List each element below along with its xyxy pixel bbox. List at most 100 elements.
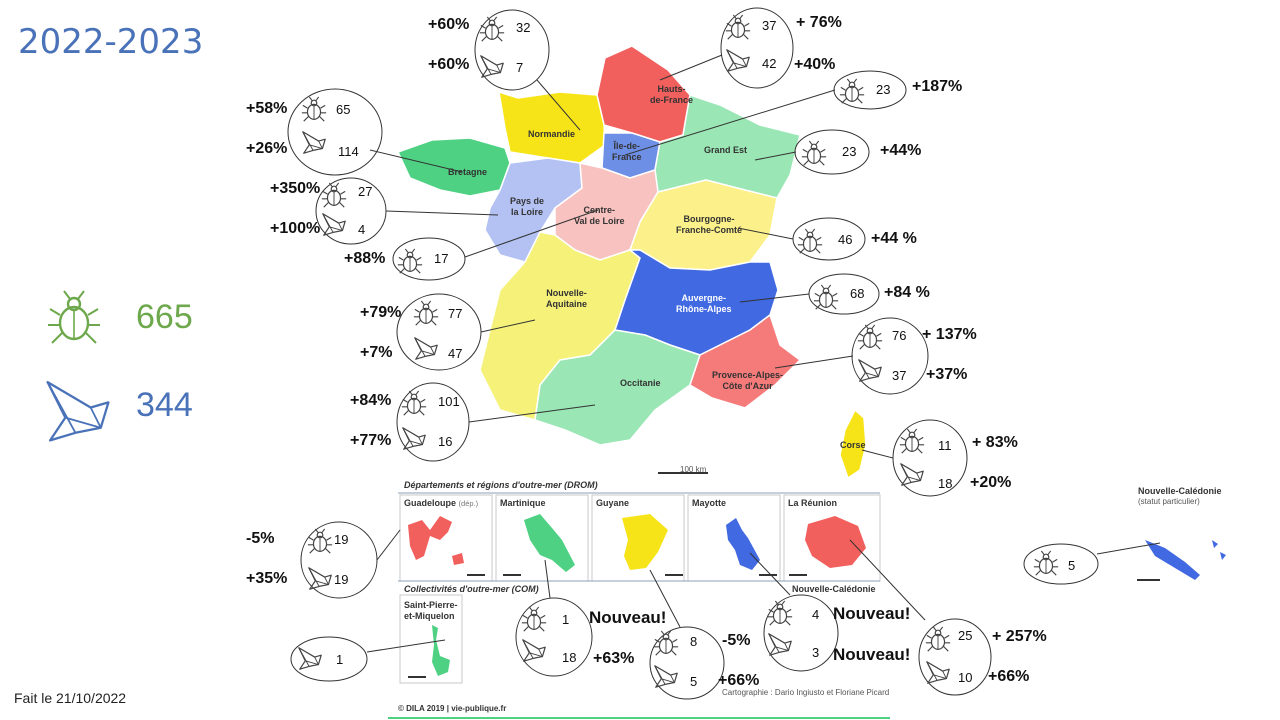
beetle-icon: [321, 182, 347, 208]
idf-beetle-count: 23: [876, 82, 891, 97]
label-auvergne-rhone-alpes: Auvergne- Rhône-Alpes: [676, 293, 732, 314]
grandest-beetle-count: 23: [842, 144, 857, 159]
corse-fish-count: 18: [938, 476, 953, 491]
credits: Cartographie : Dario Ingiusto et Florian…: [722, 688, 890, 697]
fish-icon: [480, 55, 504, 78]
fish-icon: [858, 359, 882, 382]
callout-nc: [1023, 543, 1099, 585]
nc-inset-sub: (statut particulier): [1138, 497, 1200, 506]
bretagne-beetle-pct: +58%: [246, 100, 288, 117]
island-spm: [432, 625, 450, 676]
label-la-reunion: La Réunion: [788, 498, 837, 508]
occ-fish-pct: +77%: [350, 432, 392, 449]
beetle-icon: [801, 140, 827, 166]
pdl-beetle-count: 27: [358, 184, 373, 199]
beetle-icon: [521, 606, 547, 632]
beetle-icon: [925, 626, 951, 652]
label-guadeloupe: Guadeloupe (dép.): [404, 498, 478, 508]
beetle-icon: [839, 78, 865, 104]
hauts-fish-pct: +40%: [794, 56, 836, 73]
label-centre-val-de-loire: Centre- Val de Loire: [574, 205, 625, 226]
beetle-icon: [1033, 550, 1059, 576]
guadeloupe-beetle-count: 19: [334, 532, 349, 547]
fish-icon: [900, 463, 924, 486]
reunion-beetle-pct: + 257%: [992, 628, 1047, 645]
corse-beetle-pct: + 83%: [972, 434, 1018, 451]
fish-icon: [654, 665, 678, 688]
paca-fish-count: 37: [892, 368, 907, 383]
reunion-beetle-count: 25: [958, 628, 973, 643]
fish-icon: [322, 213, 346, 236]
island-new-caledonia: [1145, 540, 1226, 580]
beetle-icon: [307, 528, 333, 554]
guadeloupe-beetle-pct: -5%: [246, 530, 275, 547]
martinique-fish-pct: +63%: [593, 650, 635, 667]
callout-cvl: [392, 237, 466, 281]
label-grand-est: Grand Est: [704, 145, 748, 155]
beetle-icon: [413, 300, 439, 326]
hauts-fish-count: 42: [762, 56, 777, 71]
martinique-beetle-pct: Nouveau!: [589, 608, 667, 627]
pdl-fish-pct: +100%: [270, 220, 321, 237]
label-nouvelle-aquitaine: Nouvelle- Aquitaine: [546, 288, 588, 309]
fish-icon: [926, 661, 950, 684]
beetle-total: 665: [136, 298, 193, 336]
na-fish-count: 47: [448, 346, 463, 361]
grandest-beetle-pct: +44%: [880, 142, 922, 159]
island-reunion: [805, 516, 866, 568]
label-mayotte: Mayotte: [692, 498, 727, 508]
island-guyane: [622, 514, 668, 570]
bfc-beetle-count: 46: [838, 232, 853, 247]
guyane-fish-count: 5: [690, 674, 698, 689]
nc-beetle-count: 5: [1068, 558, 1076, 573]
callout-martinique: [515, 597, 593, 677]
label-martinique: Martinique: [500, 498, 546, 508]
spm-fish-count: 1: [336, 652, 344, 667]
guyane-beetle-count: 8: [690, 634, 698, 649]
fish-icon: [522, 639, 546, 662]
com-title: Collectivités d'outre-mer (COM): [404, 584, 539, 594]
island-guadeloupe: [408, 516, 464, 565]
label-ile-de-france: Île-de- France: [612, 141, 642, 162]
martinique-beetle-count: 1: [562, 612, 570, 627]
label-bourgogne-franche-comte: Bourgogne- Franche-Comté: [676, 214, 743, 235]
fish-icon: [402, 427, 426, 450]
fish-icon: [414, 337, 438, 360]
region-normandie: [498, 90, 606, 164]
guadeloupe-fish-pct: +35%: [246, 570, 288, 587]
mayotte_nc-beetle-count: 4: [812, 607, 820, 622]
label-bretagne: Bretagne: [448, 167, 488, 177]
fish-total: 344: [136, 386, 193, 424]
normandie-fish-pct: +60%: [428, 56, 470, 73]
fish-icon: [308, 567, 332, 590]
beetle-icon: [899, 428, 925, 454]
guyane-fish-pct: +66%: [718, 672, 760, 689]
beetle-icon: [479, 16, 505, 42]
paca-beetle-pct: + 137%: [922, 326, 977, 343]
bretagne-fish-count: 114: [338, 144, 359, 159]
hauts-beetle-count: 37: [762, 18, 777, 33]
beetle-icon: [653, 630, 679, 656]
regions: [396, 45, 867, 480]
na-beetle-pct: +79%: [360, 304, 402, 321]
cvl-beetle-pct: +88%: [344, 250, 386, 267]
beetle-icon: [725, 14, 751, 40]
label-paca: Provence-Alpes- Côte d'Azur: [712, 370, 784, 391]
region-pays-de-la-loire: [484, 157, 583, 263]
beetle-icon: [397, 248, 423, 274]
martinique-fish-count: 18: [562, 650, 577, 665]
fish-icon: [726, 49, 750, 72]
drom-panel: [388, 472, 890, 719]
beetle-icon: [401, 390, 427, 416]
pdl-beetle-pct: +350%: [270, 180, 321, 197]
fish-icon: [298, 647, 322, 670]
bretagne-fish-pct: +26%: [246, 140, 288, 157]
na-fish-pct: +7%: [360, 344, 393, 361]
label-hauts-de-france: Hauts- de-France: [650, 84, 694, 105]
callout-bretagne: [287, 88, 383, 176]
normandie-beetle-count: 32: [516, 20, 531, 35]
drom-title: Départements et régions d'outre-mer (DRO…: [404, 480, 598, 490]
region-corse: [839, 408, 867, 480]
ara-beetle-count: 68: [850, 286, 865, 301]
